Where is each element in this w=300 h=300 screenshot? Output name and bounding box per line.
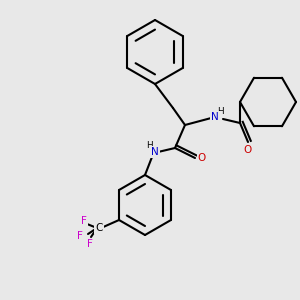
Text: H: H bbox=[146, 142, 152, 151]
Text: O: O bbox=[244, 145, 252, 155]
Text: F: F bbox=[87, 239, 93, 249]
Text: O: O bbox=[198, 153, 206, 163]
Text: N: N bbox=[151, 147, 159, 157]
Text: C: C bbox=[95, 223, 103, 233]
Text: F: F bbox=[81, 216, 87, 226]
Text: F: F bbox=[77, 231, 83, 241]
Text: N: N bbox=[211, 112, 219, 122]
Text: H: H bbox=[217, 107, 223, 116]
